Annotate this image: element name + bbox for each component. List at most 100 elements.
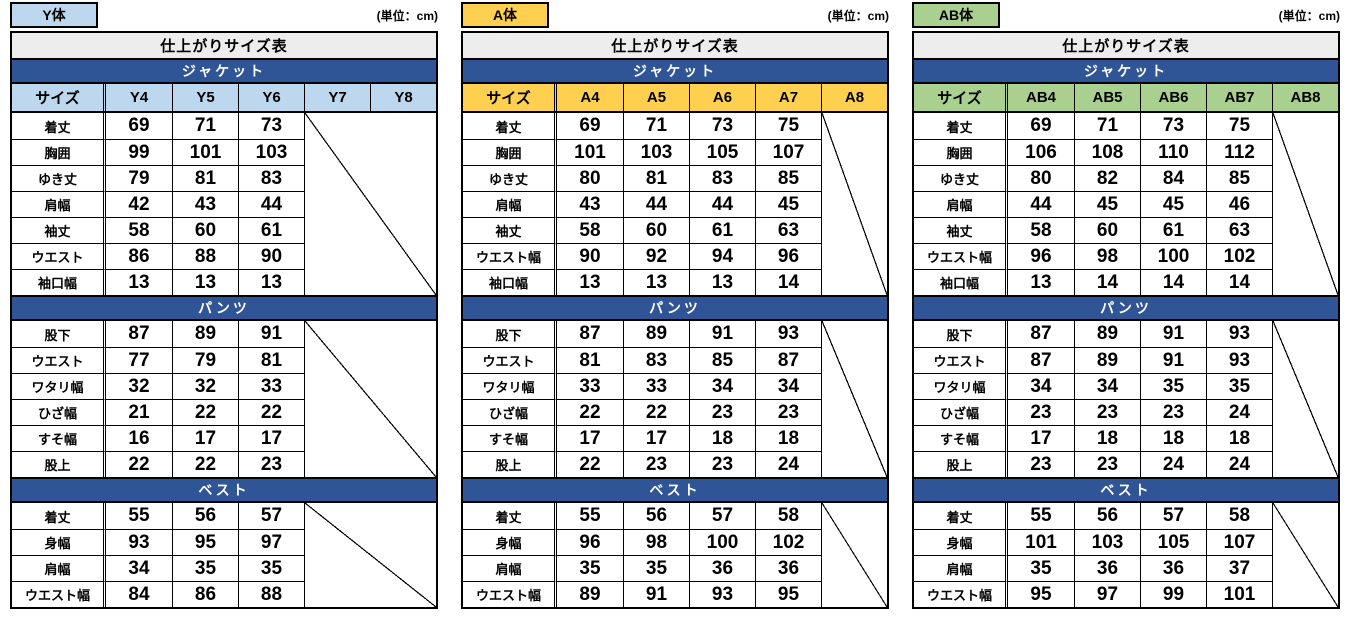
size-column-header: Y6 <box>238 84 304 111</box>
size-value-cell: 58 <box>1206 503 1272 529</box>
size-header-label: サイズ <box>12 84 106 111</box>
row-label-cell: 肩幅 <box>463 191 557 217</box>
size-value-cell: 81 <box>557 347 623 373</box>
size-value-cell: 55 <box>579 505 601 526</box>
size-value-cell: 17 <box>1008 425 1074 451</box>
size-value-cell: 36 <box>1074 555 1140 581</box>
row-label-cell: ワタリ幅 <box>463 373 557 399</box>
size-column-header: Y7 <box>304 84 370 111</box>
row-label-cell: すそ幅 <box>12 425 106 451</box>
size-value-cell: 35 <box>1140 373 1206 399</box>
row-label-cell: 股下 <box>463 321 557 347</box>
size-value-cell: 87 <box>579 323 601 344</box>
size-value-cell: 63 <box>755 217 821 243</box>
row-label-cell: 着丈 <box>914 503 1008 529</box>
empty-cells-diagonal <box>304 321 436 477</box>
size-value-cell: 24 <box>1206 399 1272 425</box>
size-value-cell: 81 <box>623 165 689 191</box>
size-value-cell: 82 <box>1074 165 1140 191</box>
size-value-cell: 13 <box>623 269 689 295</box>
size-value-cell: 14 <box>1074 269 1140 295</box>
row-label-cell: ウエスト <box>12 243 106 269</box>
size-value-cell: 33 <box>238 373 304 399</box>
row-label-cell: 股上 <box>463 451 557 477</box>
size-value-cell: 46 <box>1206 191 1272 217</box>
body-type-tag: AB体 <box>912 2 1000 28</box>
size-value-cell: 57 <box>1140 503 1206 529</box>
size-value-cell: 71 <box>623 113 689 139</box>
size-value-cell: 56 <box>623 503 689 529</box>
size-value-cell: 102 <box>755 529 821 555</box>
size-value-cell: 14 <box>1206 269 1272 295</box>
row-label-cell: 肩幅 <box>463 555 557 581</box>
row-label-cell: ワタリ幅 <box>12 373 106 399</box>
tag-row: Y体 (単位：cm) <box>10 2 438 28</box>
size-value-cell: 69 <box>128 115 150 136</box>
size-value-cell: 103 <box>238 139 304 165</box>
table-body: ジャケット サイズ A4 A5 A6 A7 A8 着丈 69 71 73 75 胸囲 101 103 105 1… <box>463 58 887 607</box>
row-label-cell: 股下 <box>12 321 106 347</box>
row-label-cell: ひざ幅 <box>463 399 557 425</box>
section-rows: 股下 87 89 91 93 ウエスト 81 83 85 87 ワタリ幅 33 33 34 34 ひざ幅 22 2… <box>463 321 887 477</box>
table-title: 仕上がりサイズ表 <box>914 33 1338 58</box>
size-value-cell: 75 <box>755 113 821 139</box>
size-value-cell: 98 <box>1074 243 1140 269</box>
size-value-cell: 86 <box>172 581 238 607</box>
size-value-cell: 85 <box>689 347 755 373</box>
size-value-cell: 69 <box>1030 115 1052 136</box>
row-label-cell: ゆき丈 <box>463 165 557 191</box>
size-value-cell: 75 <box>1206 113 1272 139</box>
size-value-cell: 107 <box>755 139 821 165</box>
size-value-cell: 88 <box>238 581 304 607</box>
size-value-cell: 22 <box>172 451 238 477</box>
size-value-cell: 105 <box>689 139 755 165</box>
size-value-cell: 35 <box>623 555 689 581</box>
size-value-cell: 57 <box>689 503 755 529</box>
size-value-cell: 60 <box>623 217 689 243</box>
size-value-cell: 23 <box>1008 399 1074 425</box>
size-value-cell: 35 <box>238 555 304 581</box>
size-value-cell: 45 <box>1140 191 1206 217</box>
size-value-cell: 35 <box>172 555 238 581</box>
size-value-cell: 13 <box>1008 269 1074 295</box>
table-title: 仕上がりサイズ表 <box>463 33 887 58</box>
size-value-cell: 60 <box>1074 217 1140 243</box>
empty-cells-diagonal <box>821 503 887 607</box>
table-body: ジャケット サイズ Y4 Y5 Y6 Y7 Y8 着丈 69 71 73 胸囲 99 101 103 ゆき丈 7… <box>12 58 436 607</box>
size-value-cell: 18 <box>1074 425 1140 451</box>
size-value-cell: 17 <box>238 425 304 451</box>
size-value-cell: 35 <box>1206 373 1272 399</box>
row-label-cell: 袖丈 <box>914 217 1008 243</box>
section-rows: 着丈 55 56 57 58 身幅 96 98 100 102 肩幅 35 35 36 36 ウエスト幅 89 9… <box>463 503 887 607</box>
size-value-cell: 83 <box>623 347 689 373</box>
size-value-cell: 18 <box>1206 425 1272 451</box>
size-value-cell: 103 <box>623 139 689 165</box>
size-value-cell: 73 <box>689 113 755 139</box>
size-value-cell: 58 <box>106 217 172 243</box>
tag-row: A体 (単位：cm) <box>461 2 889 28</box>
size-value-cell: 55 <box>128 505 150 526</box>
row-label-cell: 袖口幅 <box>12 269 106 295</box>
size-value-cell: 92 <box>623 243 689 269</box>
table-frame: 仕上がりサイズ表 ジャケット サイズ A4 A5 A6 A7 A8 着丈 69 71 73 75 胸囲 1… <box>461 31 889 609</box>
size-value-cell: 24 <box>1206 451 1272 477</box>
size-value-cell: 32 <box>172 373 238 399</box>
size-value-cell: 22 <box>238 399 304 425</box>
size-value-cell: 101 <box>1206 581 1272 607</box>
size-column-header: AB7 <box>1206 84 1272 111</box>
size-column-header: A8 <box>821 84 887 111</box>
row-label-cell: ゆき丈 <box>12 165 106 191</box>
size-value-cell: 71 <box>172 113 238 139</box>
size-value-cell: 58 <box>1008 217 1074 243</box>
size-value-cell: 85 <box>1206 165 1272 191</box>
size-value-cell: 69 <box>579 115 601 136</box>
section-header: ベスト <box>12 477 436 503</box>
section-rows: 着丈 69 71 73 75 胸囲 106 108 110 112 ゆき丈 80 82 84 85 肩幅 44 4… <box>914 113 1338 295</box>
row-label-cell: 肩幅 <box>914 191 1008 217</box>
size-value-cell: 97 <box>1074 581 1140 607</box>
row-label-cell: 着丈 <box>463 503 557 529</box>
size-value-cell: 36 <box>1140 555 1206 581</box>
empty-cells-diagonal <box>1272 113 1338 295</box>
row-label-cell: ウエスト <box>12 347 106 373</box>
empty-cells-diagonal <box>304 113 436 295</box>
